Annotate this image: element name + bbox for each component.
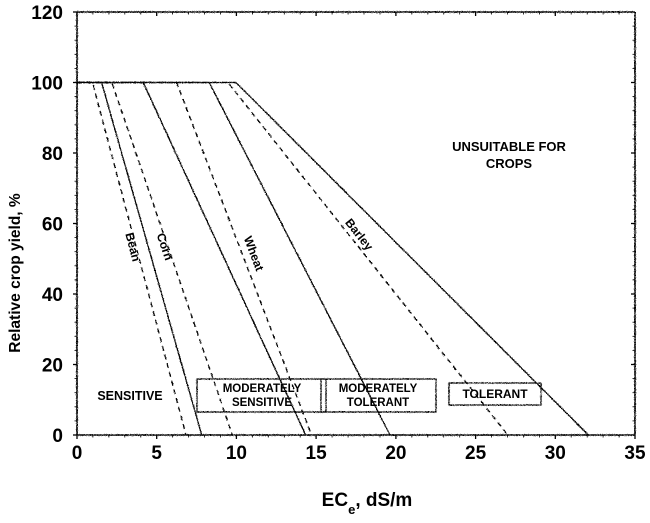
- svg-text:35: 35: [624, 443, 646, 464]
- svg-text:MODERATELY: MODERATELY: [339, 383, 418, 395]
- svg-text:80: 80: [42, 144, 63, 165]
- svg-text:25: 25: [465, 443, 487, 464]
- svg-text:100: 100: [31, 74, 63, 95]
- svg-text:15: 15: [306, 443, 328, 464]
- svg-text:CROPS: CROPS: [486, 156, 533, 171]
- svg-text:120: 120: [31, 3, 63, 24]
- svg-text:20: 20: [385, 443, 406, 464]
- svg-text:60: 60: [42, 215, 63, 236]
- svg-text:20: 20: [42, 356, 63, 377]
- svg-text:TOLERANT: TOLERANT: [462, 387, 528, 401]
- svg-text:30: 30: [545, 443, 566, 464]
- svg-text:SENSITIVE: SENSITIVE: [97, 389, 162, 403]
- svg-text:TOLERANT: TOLERANT: [347, 397, 409, 409]
- svg-text:MODERATELY: MODERATELY: [223, 383, 302, 395]
- svg-text:40: 40: [42, 285, 63, 306]
- svg-text:5: 5: [151, 443, 162, 464]
- svg-text:0: 0: [52, 426, 63, 447]
- svg-text:Relative crop yield, %: Relative crop yield, %: [7, 193, 24, 353]
- svg-text:SENSITIVE: SENSITIVE: [232, 397, 292, 409]
- svg-text:UNSUITABLE FOR: UNSUITABLE FOR: [452, 139, 566, 154]
- svg-text:10: 10: [226, 443, 247, 464]
- svg-text:0: 0: [72, 443, 83, 464]
